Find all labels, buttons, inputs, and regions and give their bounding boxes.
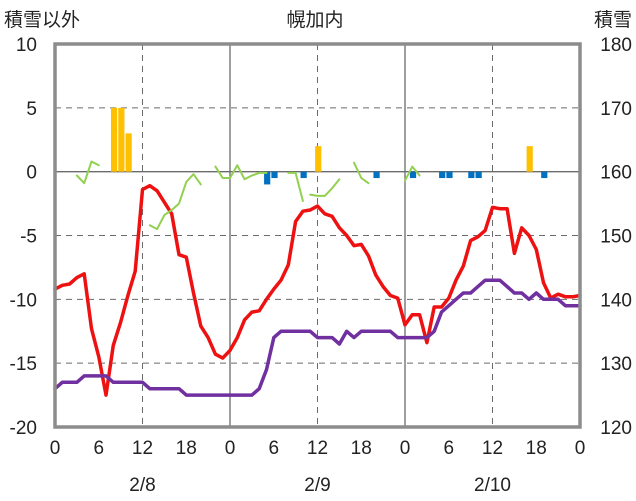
left-tick-labels: 10 5 0 -5 -10 -15 -20 [10, 35, 37, 439]
negative_bar-bar [475, 171, 482, 179]
snowfall-bar [125, 133, 132, 172]
x-tick-label: 6 [268, 438, 279, 459]
left-axis-label: 積雪以外 [4, 9, 80, 31]
x-tick-label: 0 [400, 438, 411, 459]
chart-title: 幌加内 [286, 9, 343, 31]
wind_speed-line [75, 160, 100, 185]
x-tick-label: 0 [575, 438, 586, 459]
negative_bar-bar [373, 171, 380, 179]
right-tick-label: 180 [600, 35, 632, 56]
day-labels: 2/8 2/9 2/10 [129, 475, 511, 496]
negative_bar-bar [446, 171, 453, 179]
wind_speed-line [404, 165, 421, 182]
day-label: 2/8 [129, 475, 155, 496]
right-tick-labels: 180 170 160 150 140 130 120 [600, 35, 632, 439]
left-tick-label: 10 [16, 35, 37, 56]
right-tick-label: 120 [600, 418, 632, 439]
snow_depth-line [53, 278, 582, 397]
left-tick-label: 0 [26, 163, 37, 184]
x-tick-label: 18 [351, 438, 372, 459]
negative_bar-bar [439, 171, 446, 179]
x-tick-label: 0 [225, 438, 236, 459]
right-tick-label: 160 [600, 163, 632, 184]
snowfall-bar [110, 107, 118, 172]
x-tick-label: 18 [526, 438, 547, 459]
snowfall-bar [118, 107, 125, 172]
plot-frame [53, 42, 582, 429]
snowfall-bar [526, 146, 533, 172]
negative_bar-bar [468, 171, 475, 179]
day-label: 2/10 [474, 475, 511, 496]
left-tick-label: -10 [10, 290, 37, 311]
right-tick-label: 140 [600, 290, 632, 311]
right-tick-label: 130 [600, 354, 632, 375]
temperature-line [53, 183, 582, 397]
day-label: 2/9 [304, 475, 330, 496]
left-tick-label: 5 [26, 99, 37, 120]
x-tick-label: 12 [482, 438, 503, 459]
x-tick-label: 6 [93, 438, 104, 459]
negative_bar-bar [409, 171, 417, 179]
wind_speed-line [148, 173, 202, 231]
negative_bar-bar [264, 171, 271, 185]
left-tick-label: -5 [20, 227, 37, 248]
right-tick-label: 150 [600, 227, 632, 248]
x-tick-label: 0 [50, 438, 61, 459]
snowfall-bar [315, 146, 322, 172]
left-tick-label: -20 [10, 418, 37, 439]
wind_speed-line [309, 178, 341, 197]
negative_bar-bar [300, 171, 307, 179]
left-tick-label: -15 [10, 354, 37, 375]
x-tick-label: 12 [307, 438, 328, 459]
negative_bar-bar [271, 171, 278, 179]
wind_speed-line [214, 164, 268, 181]
right-axis-label: 積雪 [594, 9, 632, 31]
right-tick-label: 170 [600, 99, 632, 120]
wind_speed-line [287, 171, 304, 202]
x-tick-label: 18 [176, 438, 197, 459]
wind_speed-line [353, 161, 370, 185]
negative_bar-bar [541, 171, 548, 179]
series-lines [53, 160, 582, 397]
x-tick-label: 12 [132, 438, 153, 459]
x-tick-labels: 0 6 12 18 0 6 12 18 0 6 12 18 0 [50, 438, 586, 459]
gridlines [55, 44, 580, 427]
bars [110, 107, 548, 185]
x-tick-label: 6 [443, 438, 454, 459]
